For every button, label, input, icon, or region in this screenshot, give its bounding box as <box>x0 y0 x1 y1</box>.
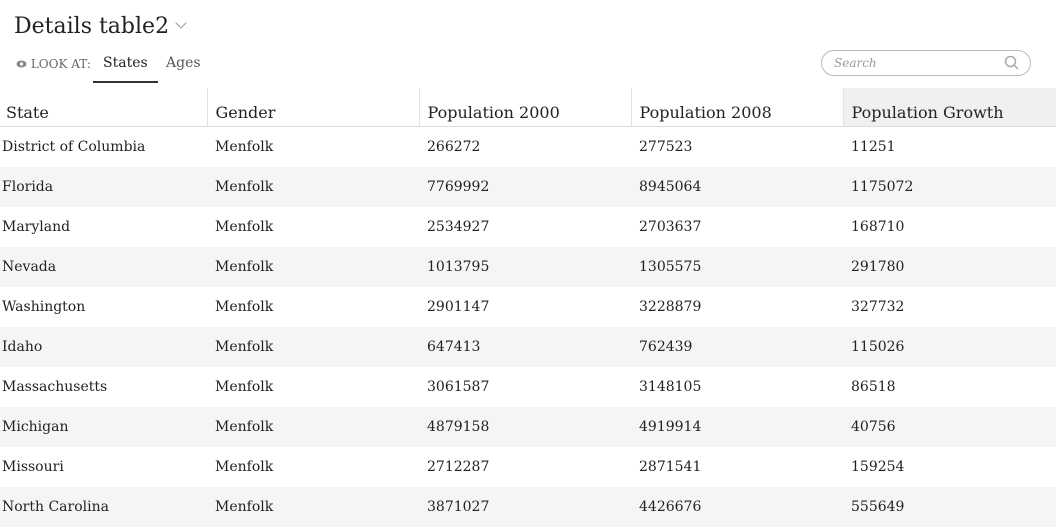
table-cell: North Carolina <box>0 486 207 527</box>
table-row: Maryland Menfolk 2534927 2703637 168710 <box>0 207 1056 247</box>
table-cell: Nevada <box>0 246 207 287</box>
column-header[interactable]: State <box>0 88 208 127</box>
table-cell: Washington <box>2 298 86 315</box>
table-cell: Menfolk <box>215 298 274 315</box>
table-cell: 277523 <box>639 138 693 155</box>
table-row: Washington Menfolk 2901147 3228879 327732 <box>0 287 1056 327</box>
table-cell: Menfolk <box>215 458 274 475</box>
table-cell: 159254 <box>851 458 905 475</box>
table-cell: 266272 <box>427 138 481 155</box>
table-cell: 1175072 <box>843 166 1056 207</box>
eye-icon <box>16 60 27 68</box>
table-cell: Massachusetts <box>2 378 108 395</box>
table-cell: Missouri <box>2 458 64 475</box>
table-row: Massachusetts Menfolk 3061587 3148105 86518 <box>0 367 1056 407</box>
table-cell: 1013795 <box>419 246 631 287</box>
table-cell: 8945064 <box>631 166 843 207</box>
table-cell: 115026 <box>843 326 1056 367</box>
table-cell: District of Columbia <box>2 138 146 155</box>
table-cell: 4919914 <box>631 406 843 447</box>
table-cell: 327732 <box>851 298 905 315</box>
table-cell: Menfolk <box>207 326 419 367</box>
table-cell: 3871027 <box>419 486 631 527</box>
table-row: Missouri Menfolk 2712287 2871541 159254 <box>0 447 1056 487</box>
table-cell: 7769992 <box>419 166 631 207</box>
table-row: District of Columbia Menfolk 266272 277523 1… <box>0 126 1056 167</box>
search-box[interactable]: Search <box>821 50 1031 76</box>
table-row: Florida Menfolk 7769992 8945064 1175072 <box>0 166 1056 207</box>
table-cell: 555649 <box>843 486 1056 527</box>
table-cell: 2703637 <box>639 218 702 235</box>
title-text: Details table2 <box>14 14 170 39</box>
table-cell: 1305575 <box>631 246 843 287</box>
table-cell: Menfolk <box>207 166 419 207</box>
table-cell: Menfolk <box>215 218 274 235</box>
table-row: Nevada Menfolk 1013795 1305575 291780 <box>0 246 1056 287</box>
table-cell: 3228879 <box>639 298 702 315</box>
table-cell: 762439 <box>631 326 843 367</box>
table-row: Michigan Menfolk 4879158 4919914 40756 <box>0 406 1056 447</box>
table-cell: 291780 <box>843 246 1056 287</box>
table-cell: Menfolk <box>207 246 419 287</box>
details-table: State Gender Population 2000 Population 200… <box>0 88 1056 527</box>
table-cell: 11251 <box>851 138 896 155</box>
table-cell: 3148105 <box>639 378 702 395</box>
table-cell: 40756 <box>843 406 1056 447</box>
table-row: Idaho Menfolk 647413 762439 115026 <box>0 326 1056 367</box>
tab[interactable]: Ages <box>166 55 201 71</box>
table-cell: Menfolk <box>207 406 419 447</box>
column-header[interactable]: Gender <box>207 88 420 127</box>
table-cell: 2871541 <box>639 458 702 475</box>
dropdown-caret[interactable] <box>175 17 187 29</box>
table-cell: 168710 <box>851 218 905 235</box>
table-cell: 3061587 <box>427 378 490 395</box>
table-cell: 2534927 <box>427 218 490 235</box>
search-placeholder: Search <box>834 56 877 70</box>
table-row: North Carolina Menfolk 3871027 4426676 55564… <box>0 486 1056 527</box>
table-cell: 2712287 <box>427 458 490 475</box>
table-cell: 2901147 <box>427 298 490 315</box>
table-cell: 647413 <box>419 326 631 367</box>
table-cell: Florida <box>0 166 207 207</box>
look-at-text: LOOK AT: <box>30 57 91 71</box>
table-cell: 4426676 <box>631 486 843 527</box>
table-cell: Michigan <box>0 406 207 447</box>
title[interactable]: Details table2 <box>14 14 187 39</box>
table-cell: Menfolk <box>215 138 274 155</box>
tab[interactable]: States <box>93 55 158 83</box>
table-cell: Idaho <box>0 326 207 367</box>
column-header[interactable]: Population Growth <box>843 88 1056 127</box>
search-icon <box>1004 55 1019 70</box>
look-at-label: LOOK AT: <box>16 57 91 71</box>
table-cell: Menfolk <box>207 486 419 527</box>
column-header[interactable]: Population 2000 <box>419 88 632 127</box>
table-cell: 4879158 <box>419 406 631 447</box>
table-cell: 86518 <box>851 378 896 395</box>
column-header[interactable]: Population 2008 <box>631 88 844 127</box>
table-cell: Menfolk <box>215 378 274 395</box>
table-cell: Maryland <box>2 218 71 235</box>
